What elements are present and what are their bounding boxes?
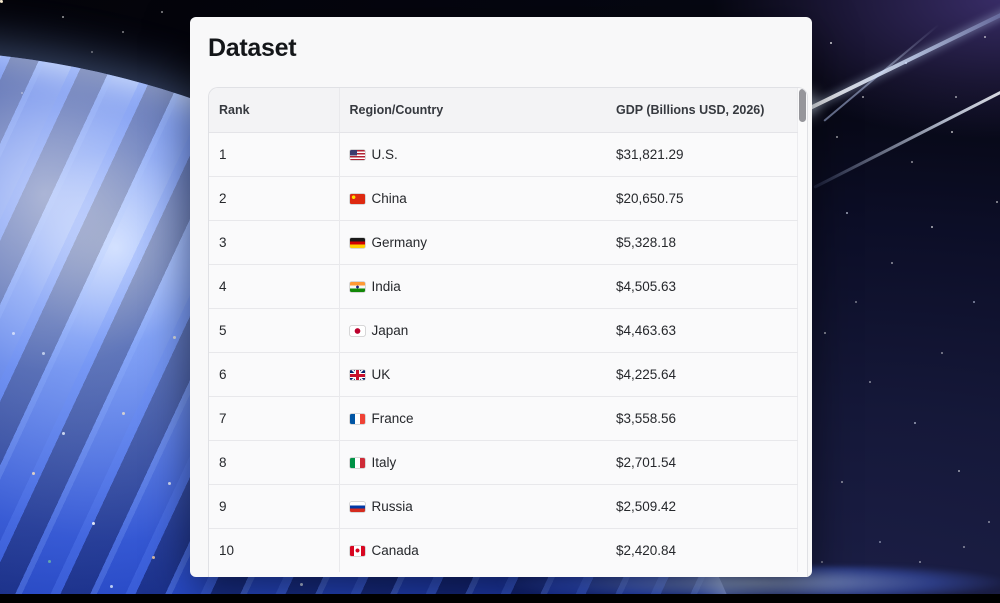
country-cell: Japan [339,308,606,353]
country-cell: China [339,176,606,221]
rank-value: 3 [219,235,227,250]
flag-jp-icon [349,326,365,336]
gdp-cell: $31,821.29 [606,133,798,177]
rank-cell: 8 [209,440,340,485]
country-cell: Germany [339,220,606,265]
flag-in-icon [349,282,365,292]
gdp-value: $4,463.63 [616,323,677,338]
country-cell: Russia [339,484,606,529]
country-cell: UK [339,352,606,397]
flag-it-icon [349,458,365,468]
gdp-value: $31,821.29 [616,147,684,162]
gdp-value: $5,328.18 [616,235,677,250]
gdp-cell: $3,558.56 [606,396,798,441]
gdp-cell: $2,701.54 [606,440,798,485]
country-cell: India [339,264,606,309]
country-name: China [371,191,407,206]
table-scrollbar-thumb[interactable] [799,89,806,122]
country-cell: Canada [339,528,606,572]
gdp-value: $2,701.54 [616,455,677,470]
table-row: 10 Canada $2,420.84 [209,528,798,572]
country-name: France [371,411,414,426]
column-header-gdp: GDP (Billions USD, 2026) [606,88,798,133]
rank-value: 7 [219,411,227,426]
table-row: 7 France $3,558.56 [209,396,798,441]
rank-value: 10 [219,543,235,558]
flag-gb-icon [349,370,365,380]
rank-cell: 5 [209,308,340,353]
rank-value: 4 [219,279,227,294]
gdp-cell: $2,420.84 [606,528,798,572]
flag-us-icon [349,150,365,160]
gdp-value: $4,505.63 [616,279,677,294]
table-row: 2 China $20,650.75 [209,176,798,221]
rank-value: 2 [219,191,227,206]
rank-cell: 10 [209,528,340,572]
flag-cn-icon [349,194,365,204]
table-row: 5 Japan $4,463.63 [209,308,798,353]
country-name: U.S. [371,147,398,162]
country-name: India [371,279,401,294]
rank-cell: 6 [209,352,340,397]
country-cell: France [339,396,606,441]
country-name: Italy [371,455,397,470]
rank-cell: 7 [209,396,340,441]
flag-de-icon [349,238,365,248]
light-streak [823,23,940,122]
gdp-value: $20,650.75 [616,191,684,206]
country-name: Germany [371,235,428,250]
gdp-value: $2,509.42 [616,499,677,514]
flag-fr-icon [349,414,365,424]
flag-ca-icon [349,546,365,556]
table-row: 4 India $4,505.63 [209,264,798,309]
rank-value: 1 [219,147,227,162]
table-row: 1 U.S. $31,821.29 [209,132,798,177]
flag-ru-icon [349,502,365,512]
gdp-cell: $4,463.63 [606,308,798,353]
gdp-cell: $20,650.75 [606,176,798,221]
rank-cell: 2 [209,176,340,221]
table-container: Rank Region/Country GDP (Billions USD, 2… [208,87,808,577]
country-cell: U.S. [339,133,606,177]
rank-cell: 3 [209,220,340,265]
country-name: Japan [371,323,409,338]
gdp-value: $2,420.84 [616,543,677,558]
table-row: 3 Germany $5,328.18 [209,220,798,265]
rank-cell: 1 [209,132,340,177]
rank-value: 6 [219,367,227,382]
country-name: Russia [371,499,413,514]
rank-cell: 9 [209,484,340,529]
rank-value: 5 [219,323,227,338]
gdp-cell: $5,328.18 [606,220,798,265]
table-row: 6 UK $4,225.64 [209,352,798,397]
gdp-value: $3,558.56 [616,411,677,426]
table-header-row: Rank Region/Country GDP (Billions USD, 2… [209,88,798,133]
column-header-region-country: Region/Country [339,88,606,133]
rank-cell: 4 [209,264,340,309]
country-cell: Italy [339,440,606,485]
letterbox-bar [0,594,1000,603]
rank-value: 8 [219,455,227,470]
rank-value: 9 [219,499,227,514]
gdp-value: $4,225.64 [616,367,677,382]
country-name: UK [371,367,391,382]
country-name: Canada [371,543,419,558]
table-row: 8 Italy $2,701.54 [209,440,798,485]
dataset-table: Rank Region/Country GDP (Billions USD, 2… [209,88,798,572]
column-header-rank: Rank [209,88,340,133]
table-row: 9 Russia $2,509.42 [209,484,798,529]
gdp-cell: $4,225.64 [606,352,798,397]
page-title: Dataset [208,34,297,62]
gdp-cell: $2,509.42 [606,484,798,529]
gdp-cell: $4,505.63 [606,264,798,309]
dataset-panel: Dataset Rank Region/Country GDP (Billion… [190,17,812,577]
